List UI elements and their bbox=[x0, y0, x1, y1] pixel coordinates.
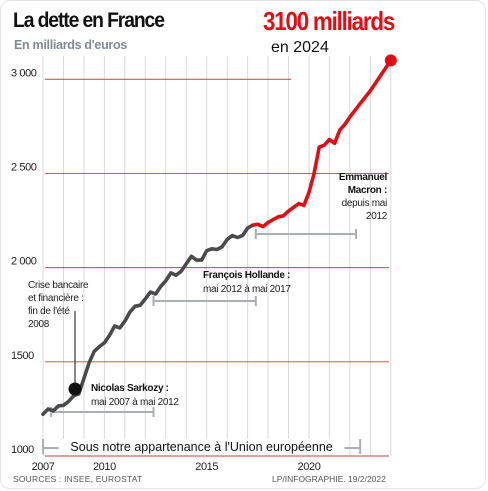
eu-label-bg bbox=[58, 439, 345, 455]
series-line-2017-2024 bbox=[250, 58, 393, 229]
y-tick-label: 2 000 bbox=[11, 256, 37, 268]
eu-label: Sous notre appartenance à l'Union europé… bbox=[70, 440, 332, 454]
x-tick-label: 2010 bbox=[93, 461, 116, 473]
annotation-text: et financière : bbox=[28, 293, 84, 304]
credit-note: LP/INFOGRAPHIE. 19/2/2022 bbox=[272, 474, 386, 484]
chart-subtitle: En milliards d'euros bbox=[14, 38, 127, 52]
series-lines bbox=[41, 58, 393, 417]
x-axis-ticks: 2007 2010 2015 2020 bbox=[32, 461, 321, 473]
annotation-text: fin de l'été bbox=[28, 306, 70, 317]
annotation-text: depuis mai bbox=[342, 198, 387, 209]
markers bbox=[68, 54, 397, 396]
annotation-text: 2012 bbox=[366, 211, 388, 222]
y-tick-label: 1500 bbox=[11, 350, 34, 362]
annotation-text: Macron : bbox=[348, 185, 387, 196]
headline-year: en 2024 bbox=[271, 39, 329, 56]
sources-note: SOURCES : INSEE, EUROSTAT bbox=[13, 474, 143, 484]
period-brackets: Sous notre appartenance à l'Union europé… bbox=[42, 229, 362, 455]
annotation-text: François Hollande : bbox=[203, 270, 290, 281]
y-axis-ticks: 1000 1500 2 000 2 500 3 000 bbox=[11, 67, 37, 456]
headline-value: 3100 milliards bbox=[263, 6, 395, 36]
gridlines bbox=[42, 56, 392, 457]
y-tick-label: 3 000 bbox=[11, 67, 37, 79]
annotation-text: Nicolas Sarkozy : bbox=[91, 383, 169, 394]
y-tick-label: 1000 bbox=[11, 444, 34, 456]
annotation-text: mai 2007 à mai 2012 bbox=[91, 397, 179, 408]
annotation-text: mai 2012 à mai 2017 bbox=[203, 284, 291, 295]
x-tick-label: 2020 bbox=[298, 461, 321, 473]
x-tick-label: 2007 bbox=[32, 461, 55, 473]
end-point-marker bbox=[384, 54, 397, 67]
x-tick-label: 2015 bbox=[195, 461, 218, 473]
annotation-text: Emmanuel bbox=[339, 172, 388, 183]
chart-title: La dette en France bbox=[13, 9, 165, 32]
y-tick-label: 2 500 bbox=[11, 161, 37, 173]
crisis-marker bbox=[68, 382, 82, 396]
annotations: Crise bancaire et financière : fin de l'ét… bbox=[28, 172, 388, 408]
annotation-text: 2008 bbox=[28, 319, 50, 330]
annotation-text: Crise bancaire bbox=[28, 280, 89, 291]
